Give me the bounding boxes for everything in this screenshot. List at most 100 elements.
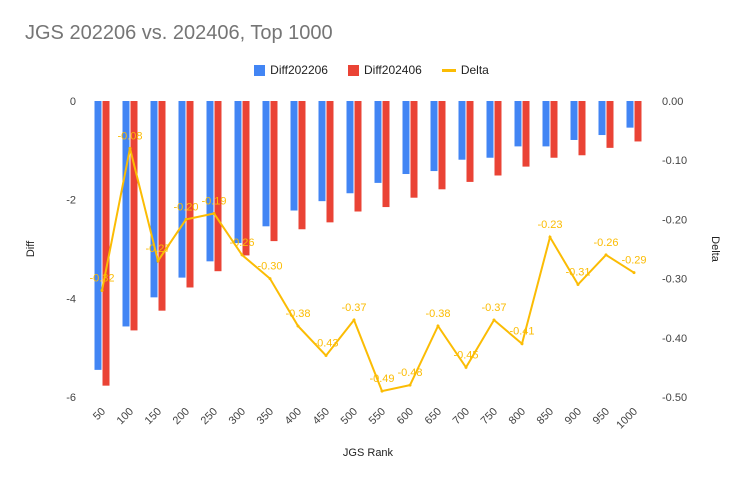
point-delta	[352, 318, 356, 322]
point-delta	[100, 288, 104, 292]
data-label-delta: -0.23	[537, 219, 562, 231]
x-tick-label: 450	[311, 406, 332, 427]
point-delta	[324, 354, 328, 358]
data-label-delta: -0.38	[425, 308, 450, 320]
y2-tick-label: 0.00	[662, 96, 683, 108]
data-label-delta: -0.31	[565, 267, 590, 279]
bar-diff202406	[214, 101, 222, 272]
x-tick-label: 250	[199, 406, 220, 427]
bar-diff202206	[262, 101, 270, 227]
x-tick-label: 950	[591, 406, 612, 427]
line-delta	[101, 148, 635, 393]
x-axis-title: JGS Rank	[343, 447, 394, 459]
bar-diff202406	[298, 101, 306, 230]
bar-diff202406	[606, 101, 614, 148]
data-label-delta: -0.48	[397, 367, 422, 379]
x-tick-label: 200	[171, 406, 192, 427]
bar-diff202206	[374, 101, 382, 183]
bar-diff202406	[522, 101, 530, 167]
y-tick-label: -6	[66, 392, 76, 404]
x-tick-label: 50	[91, 406, 108, 423]
x-tick-label: 650	[423, 406, 444, 427]
bar-diff202406	[578, 101, 586, 156]
bar-diff202206	[178, 101, 186, 278]
y2-tick-label: -0.20	[662, 214, 687, 226]
bar-diff202206	[206, 101, 214, 262]
point-delta	[632, 271, 636, 275]
bar-diff202206	[94, 101, 102, 370]
bar-diff202406	[326, 101, 334, 223]
data-label-delta: -0.37	[481, 302, 506, 314]
x-tick-label: 400	[283, 406, 304, 427]
data-label-delta: -0.26	[593, 237, 618, 249]
legend-item-delta: Delta	[441, 63, 489, 77]
bar-diff202406	[242, 101, 250, 256]
bar-diff202206	[402, 101, 410, 175]
bar-diff202206	[458, 101, 466, 160]
data-label-delta: -0.19	[201, 195, 226, 207]
point-delta	[548, 235, 552, 239]
data-label-delta: -0.29	[621, 255, 646, 267]
data-label-delta: -0.37	[341, 302, 366, 314]
point-delta	[464, 365, 468, 369]
data-label-delta: -0.26	[229, 237, 254, 249]
data-label-delta: -0.38	[285, 308, 310, 320]
bar-diff202206	[514, 101, 522, 147]
data-label-delta: -0.49	[369, 373, 394, 385]
point-delta	[436, 324, 440, 328]
bar-diff202406	[130, 101, 138, 331]
bar-diff202406	[270, 101, 278, 242]
data-label-delta: -0.32	[89, 272, 114, 284]
legend: Diff202206 Diff202406 Delta	[0, 63, 743, 77]
bar-diff202206	[122, 101, 130, 327]
x-tick-label: 550	[367, 406, 388, 427]
data-label-delta: -0.43	[313, 338, 338, 350]
bar-diff202406	[186, 101, 194, 288]
x-tick-label: 900	[563, 406, 584, 427]
point-delta	[268, 277, 272, 281]
legend-label-diff202206: Diff202206	[270, 63, 328, 77]
x-tick-label: 350	[255, 406, 276, 427]
legend-swatch-diff202406	[347, 64, 359, 76]
x-tick-label: 300	[227, 406, 248, 427]
bar-diff202206	[290, 101, 298, 211]
x-tick-label: 750	[479, 406, 500, 427]
point-delta	[576, 283, 580, 287]
data-label-delta: -0.27	[145, 243, 170, 255]
bar-diff202406	[494, 101, 502, 176]
bar-diff202206	[626, 101, 634, 128]
chart-title: JGS 202206 vs. 202406, Top 1000	[25, 22, 333, 44]
point-delta	[492, 318, 496, 322]
x-tick-label: 150	[143, 406, 164, 427]
point-delta	[240, 253, 244, 257]
bar-diff202406	[634, 101, 642, 142]
bar-diff202206	[150, 101, 158, 298]
legend-label-delta: Delta	[460, 63, 489, 77]
legend-item-diff202406: Diff202406	[347, 63, 422, 77]
legend-swatch-diff202206	[254, 64, 266, 76]
point-delta	[184, 217, 188, 221]
bar-diff202206	[542, 101, 550, 147]
point-delta	[156, 259, 160, 263]
bar-diff202406	[382, 101, 390, 208]
x-tick-label: 100	[115, 406, 136, 427]
point-delta	[128, 146, 132, 150]
y-tick-label: -2	[66, 195, 76, 207]
y2-tick-label: -0.40	[662, 333, 687, 345]
bar-diff202206	[234, 101, 242, 244]
data-label-delta: -0.41	[509, 326, 534, 338]
point-delta	[212, 211, 216, 215]
bar-diff202206	[598, 101, 606, 136]
y2-axis-title: Delta	[709, 236, 721, 263]
bar-diff202406	[550, 101, 558, 158]
point-delta	[408, 383, 412, 387]
bar-diff202406	[438, 101, 446, 190]
data-label-delta: -0.20	[173, 201, 198, 213]
bar-diff202406	[354, 101, 362, 212]
bar-diff202406	[158, 101, 166, 311]
x-tick-label: 1000	[614, 406, 640, 432]
point-delta	[380, 389, 384, 393]
data-label-delta: -0.45	[453, 349, 478, 361]
